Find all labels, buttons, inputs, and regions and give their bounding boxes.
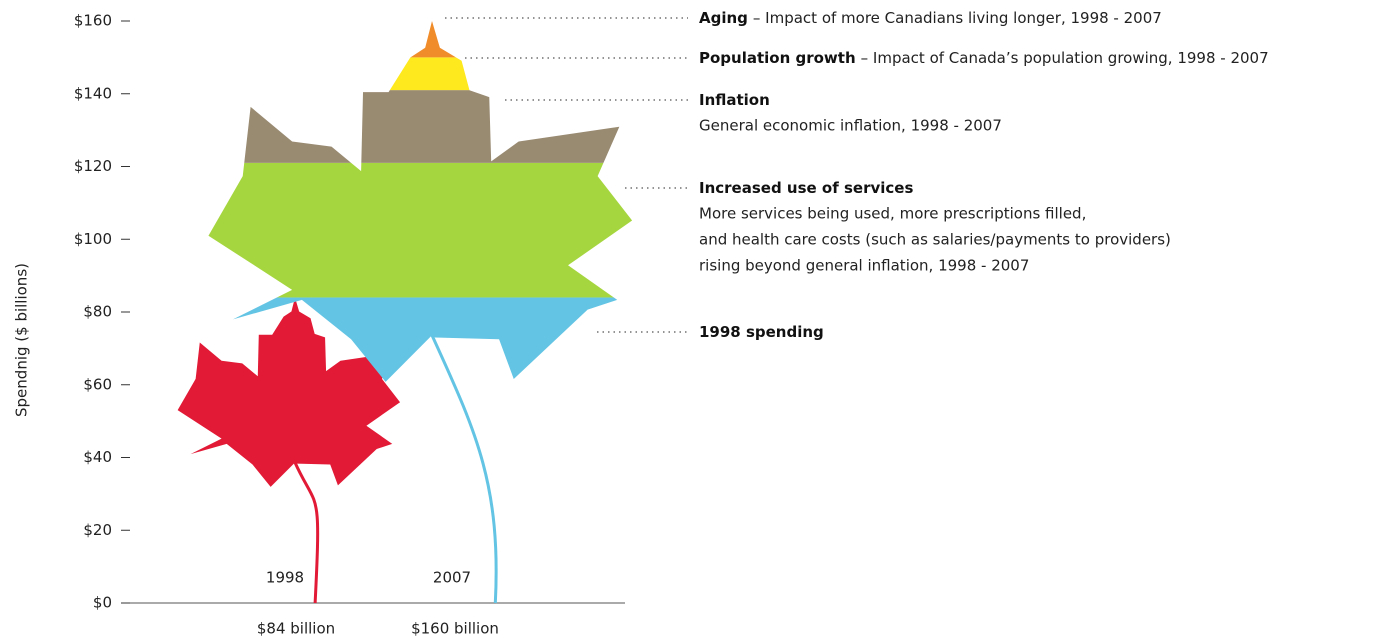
legend-name: Aging [699, 9, 748, 27]
legend-description: rising beyond general inflation, 1998 - … [699, 257, 1029, 275]
y-tick-label: $100 [74, 230, 112, 248]
legend-name: Increased use of services [699, 179, 913, 197]
y-tick-label: $0 [93, 594, 112, 612]
y-tick-label: $60 [83, 375, 112, 393]
x-tick-label: 2007 [433, 569, 471, 587]
legend-description: – Impact of Canada’s population growing,… [861, 49, 1269, 67]
legend-name: Population growth [699, 49, 856, 67]
legend-entry: Increased use of services [699, 179, 913, 197]
y-axis-label: Spendnig ($ billions) [13, 263, 31, 417]
y-tick-label: $160 [74, 12, 112, 30]
y-tick-label: $20 [83, 521, 112, 539]
leaf-bar [208, 21, 633, 382]
legend-entry: Aging – Impact of more Canadians living l… [699, 9, 1162, 27]
bar-segment [208, 21, 633, 58]
bar-segment [208, 57, 633, 91]
y-tick-label: $80 [83, 303, 112, 321]
bar-segment [208, 90, 633, 163]
legend-description: General economic inflation, 1998 - 2007 [699, 117, 1002, 135]
y-tick-label: $140 [74, 84, 112, 102]
x-tick-label: 1998 [266, 569, 304, 587]
legend-description: and health care costs (such as salaries/… [699, 231, 1171, 249]
y-tick-label: $40 [83, 448, 112, 466]
y-tick-label: $120 [74, 157, 112, 175]
legend-name: 1998 spending [699, 323, 824, 341]
total-label: $160 billion [411, 620, 499, 638]
legend-entry: 1998 spending [699, 323, 824, 341]
legend-entry: Inflation [699, 91, 770, 109]
legend-entry: Population growth – Impact of Canada’s po… [699, 49, 1269, 67]
stem [430, 334, 498, 604]
legend-description: More services being used, more prescript… [699, 205, 1086, 223]
bar-segment [208, 162, 633, 298]
legend-name: Inflation [699, 91, 770, 109]
total-label: $84 billion [257, 620, 335, 638]
stem [293, 461, 320, 604]
legend-description: – Impact of more Canadians living longer… [753, 9, 1162, 27]
